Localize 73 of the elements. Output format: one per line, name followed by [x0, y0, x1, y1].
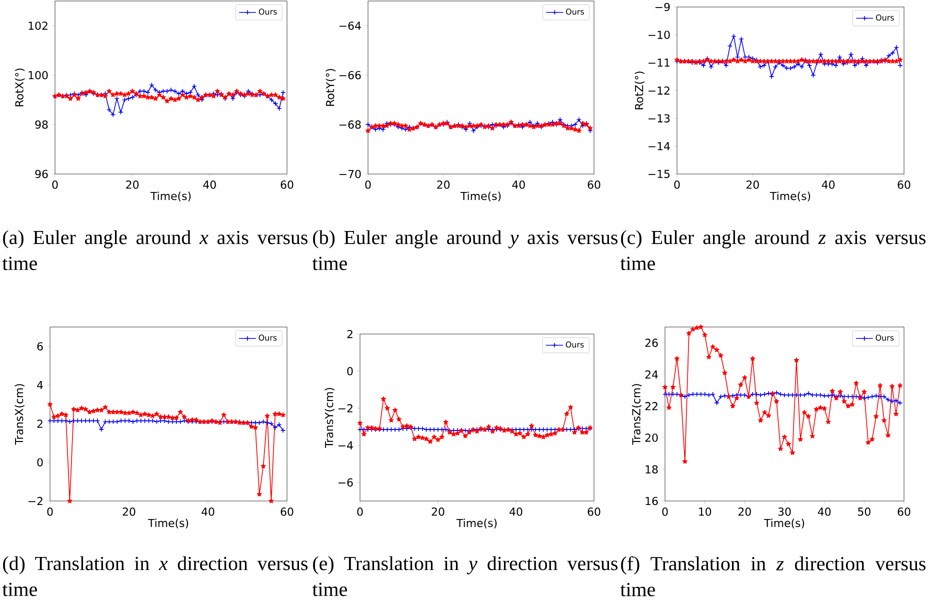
y-tick-label: 100	[28, 71, 48, 80]
y-axis-title: RotZ(°)	[634, 72, 644, 110]
y-tick-label: 18	[646, 465, 658, 474]
y-tick-label: −70	[340, 170, 361, 178]
x-tick-label: 40	[203, 180, 216, 189]
y-tick-label: −15	[648, 170, 670, 178]
x-tick-label: 0	[674, 180, 680, 189]
x-axis-title: Time(s)	[148, 518, 188, 528]
y-tick-label: −4	[338, 441, 353, 450]
y-tick-label: 96	[35, 170, 48, 178]
y-tick-label: −6	[338, 478, 353, 487]
text: (b) Euler angle around y axis versus time	[312, 230, 618, 270]
x-tick-label: 40	[512, 180, 525, 189]
x-tick-label: 60	[280, 508, 294, 516]
x-tick-label: 50	[858, 508, 870, 516]
text: (c) Euler angle around z axis versus time	[620, 230, 926, 270]
x-tick-label: 40	[510, 508, 522, 516]
y-tick-label: −68	[340, 120, 361, 129]
y-tick-label: −14	[648, 142, 670, 150]
x-tick-label: 60	[898, 180, 910, 189]
x-tick-label: 60	[588, 180, 600, 189]
y-tick-label: −13	[648, 114, 670, 122]
y-tick-label: −9	[655, 2, 670, 12]
x-tick-label: 60	[898, 508, 910, 516]
y-tick-label: −2	[338, 404, 352, 412]
y-tick-label: −2	[28, 496, 42, 506]
y-axis-title: TransX(cm)	[14, 384, 24, 445]
y-tick-label: 98	[35, 120, 48, 129]
x-axis-title: Time(s)	[770, 192, 810, 202]
x-tick-label: 30	[778, 508, 791, 516]
text: (e) Translation in y direction versus time	[312, 556, 618, 596]
y-tick-label: 102	[28, 22, 48, 30]
x-tick-label: 40	[822, 180, 835, 189]
text: (f) Translation in z direction versus time	[620, 556, 926, 596]
y-axis-title: RotY(°)	[326, 69, 336, 106]
y-tick-label: 16	[646, 496, 658, 506]
x-axis-title: Time(s)	[456, 518, 497, 528]
x-tick-label: 20	[126, 180, 139, 189]
x-tick-label: 40	[202, 508, 214, 516]
text: (a) Euler angle around x axis versus time	[2, 230, 308, 270]
x-tick-label: 60	[588, 508, 600, 516]
x-axis-title: Time(s)	[460, 192, 501, 202]
x-tick-label: 20	[437, 180, 450, 189]
y-tick-label: 26	[645, 338, 658, 347]
x-axis-title: Time(s)	[150, 192, 191, 202]
y-tick-label: 6	[37, 342, 43, 350]
x-tick-label: 20	[738, 508, 751, 516]
x-tick-label: 20	[432, 508, 444, 516]
x-tick-label: 20	[746, 180, 759, 189]
x-tick-label: 20	[122, 508, 136, 516]
y-axis-title: RotX(°)	[14, 68, 25, 106]
x-tick-label: 40	[818, 508, 831, 516]
y-tick-label: −66	[340, 71, 361, 80]
y-tick-label: 2	[347, 330, 352, 338]
y-axis-title: TransZ(cm)	[632, 384, 642, 445]
y-axis-title: TransY(cm)	[324, 388, 334, 448]
y-tick-label: −10	[648, 30, 670, 39]
x-axis-title: Time(s)	[764, 518, 804, 528]
y-tick-label: 0	[37, 458, 43, 466]
y-tick-label: −12	[648, 86, 670, 95]
y-tick-label: 2	[37, 420, 42, 428]
x-tick-label: 0	[52, 180, 58, 189]
y-tick-label: −11	[648, 58, 670, 67]
text: (d) Translation in x direction versus time	[2, 556, 308, 596]
x-tick-label: 60	[280, 180, 294, 189]
y-tick-label: 4	[37, 381, 43, 389]
x-tick-label: 0	[365, 180, 371, 189]
x-tick-label: 10	[699, 508, 712, 516]
y-tick-label: −64	[340, 22, 361, 30]
y-tick-label: 22	[645, 402, 658, 410]
y-tick-label: 0	[347, 366, 353, 376]
y-tick-label: 24	[645, 370, 658, 379]
y-tick-label: 20	[645, 434, 658, 442]
